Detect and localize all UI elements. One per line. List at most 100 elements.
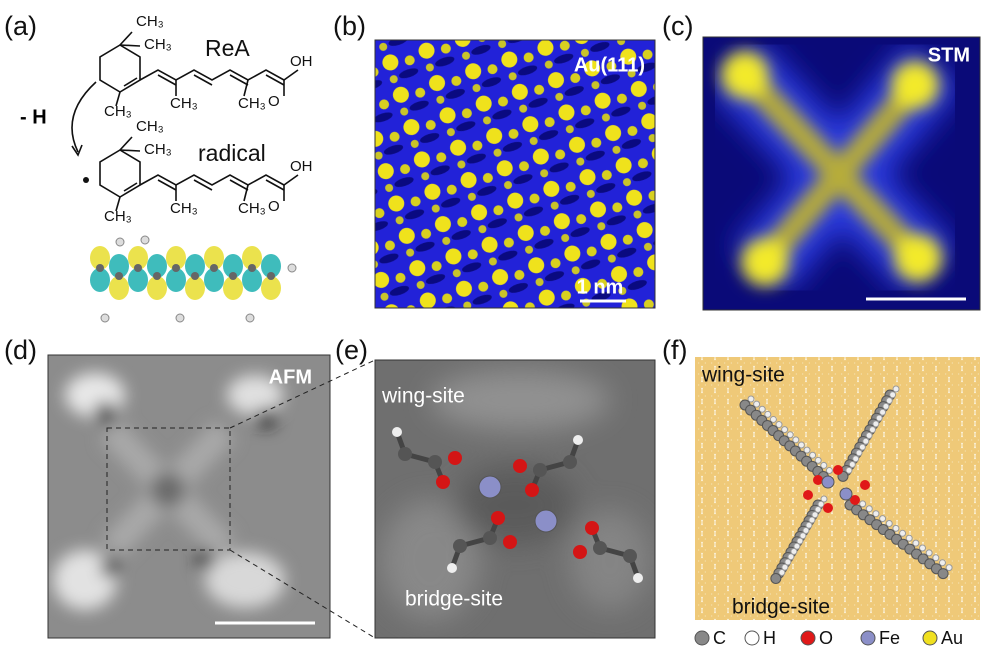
image-shape [455,465,575,545]
ring [99,149,141,198]
atom-c [563,455,577,469]
atom-h [892,385,900,393]
image-shape [101,559,119,577]
atom-h [820,495,828,503]
image-shape [196,551,214,569]
atom-fe [821,475,835,489]
atom [96,264,104,272]
au-surface [695,357,980,620]
double-bond [123,182,138,192]
image-shape [735,66,925,264]
panel-label: (b) [333,11,366,41]
image-shape [894,234,942,282]
atom-h [899,529,907,537]
zoom-box [106,427,231,551]
atom-h [805,521,813,529]
legend: C H O Fe Au [694,628,963,648]
atom-o [813,475,823,485]
atom-h [865,431,873,439]
site-label: bridge-site [732,596,830,619]
legend-swatch [860,630,876,646]
image-shape [95,402,115,422]
atom-label: O [268,198,280,215]
atom [287,263,297,273]
atom-h [879,408,887,416]
site-label: bridge-site [405,588,503,611]
atom-o [503,535,517,549]
atom [140,235,150,245]
atom [172,264,180,272]
legend-label: C [713,628,726,648]
orbital-lobe [223,276,243,300]
site-label: wing-site [701,364,785,387]
image-shape [570,510,650,610]
atom-label: CH₃ [104,103,132,120]
image-shape [721,51,769,99]
image-shape [374,359,656,639]
atom-h [905,534,913,542]
atom-c [623,549,637,563]
panel-label: (f) [662,335,687,365]
atom-h [865,505,873,513]
atom-o [525,483,539,497]
orbital-model [90,235,297,323]
orbital-lobe [166,246,186,270]
atom-h [872,510,880,518]
atom-h [855,449,863,457]
atom-c [483,531,497,545]
atom-o [513,459,527,473]
image-shape [891,61,939,109]
atom-h [848,461,856,469]
atom-h [925,549,933,557]
atom-h [885,520,893,527]
panel-label: (a) [4,11,37,41]
atom [245,313,255,323]
reaction-arrow [71,81,97,153]
atom-h [753,400,761,408]
atom-h [862,437,870,445]
atom [229,272,237,280]
double-bond [229,74,249,86]
atom-o [573,545,587,559]
legend-swatch [744,630,760,646]
panel-f: (f) wing-site bridge-site C H O Fe Au [662,335,980,648]
atom-c [593,541,607,555]
atom-h [809,451,817,459]
orbital-lobe [166,268,186,292]
molecule-model [392,427,643,583]
afm-zoom [375,360,655,638]
atom [248,264,256,272]
bond [119,31,133,46]
molecule-rea: CH₃ CH₃ CH₃ CH₃ CH₃ OH O ReA [99,13,313,120]
atom [153,272,161,280]
atom-h [784,558,792,566]
legend-label: O [819,628,833,648]
orbital-lobe [261,276,281,300]
atom-h [817,500,825,508]
image-shape [721,51,942,286]
atom-h [814,506,822,513]
atom-o [823,503,833,513]
orbital-lobe [185,254,205,278]
atom-h [912,539,920,547]
atom-c [533,463,547,477]
atom-h [932,554,940,562]
image-shape [741,238,789,286]
orbital-lobe [204,268,224,292]
orbital-lobe [242,246,262,270]
atom-h [781,563,789,571]
atom-h [747,395,755,403]
image-shape [227,375,283,415]
atom-h [845,466,853,474]
atom-h [892,524,900,532]
double-bond [265,179,285,191]
atom-h [775,421,783,429]
panel-label: (d) [4,335,37,365]
atom [100,313,110,323]
atom-label: CH₃ [170,95,198,112]
atom-o [860,480,870,490]
atom-h [820,461,828,469]
atom-o [850,495,860,505]
